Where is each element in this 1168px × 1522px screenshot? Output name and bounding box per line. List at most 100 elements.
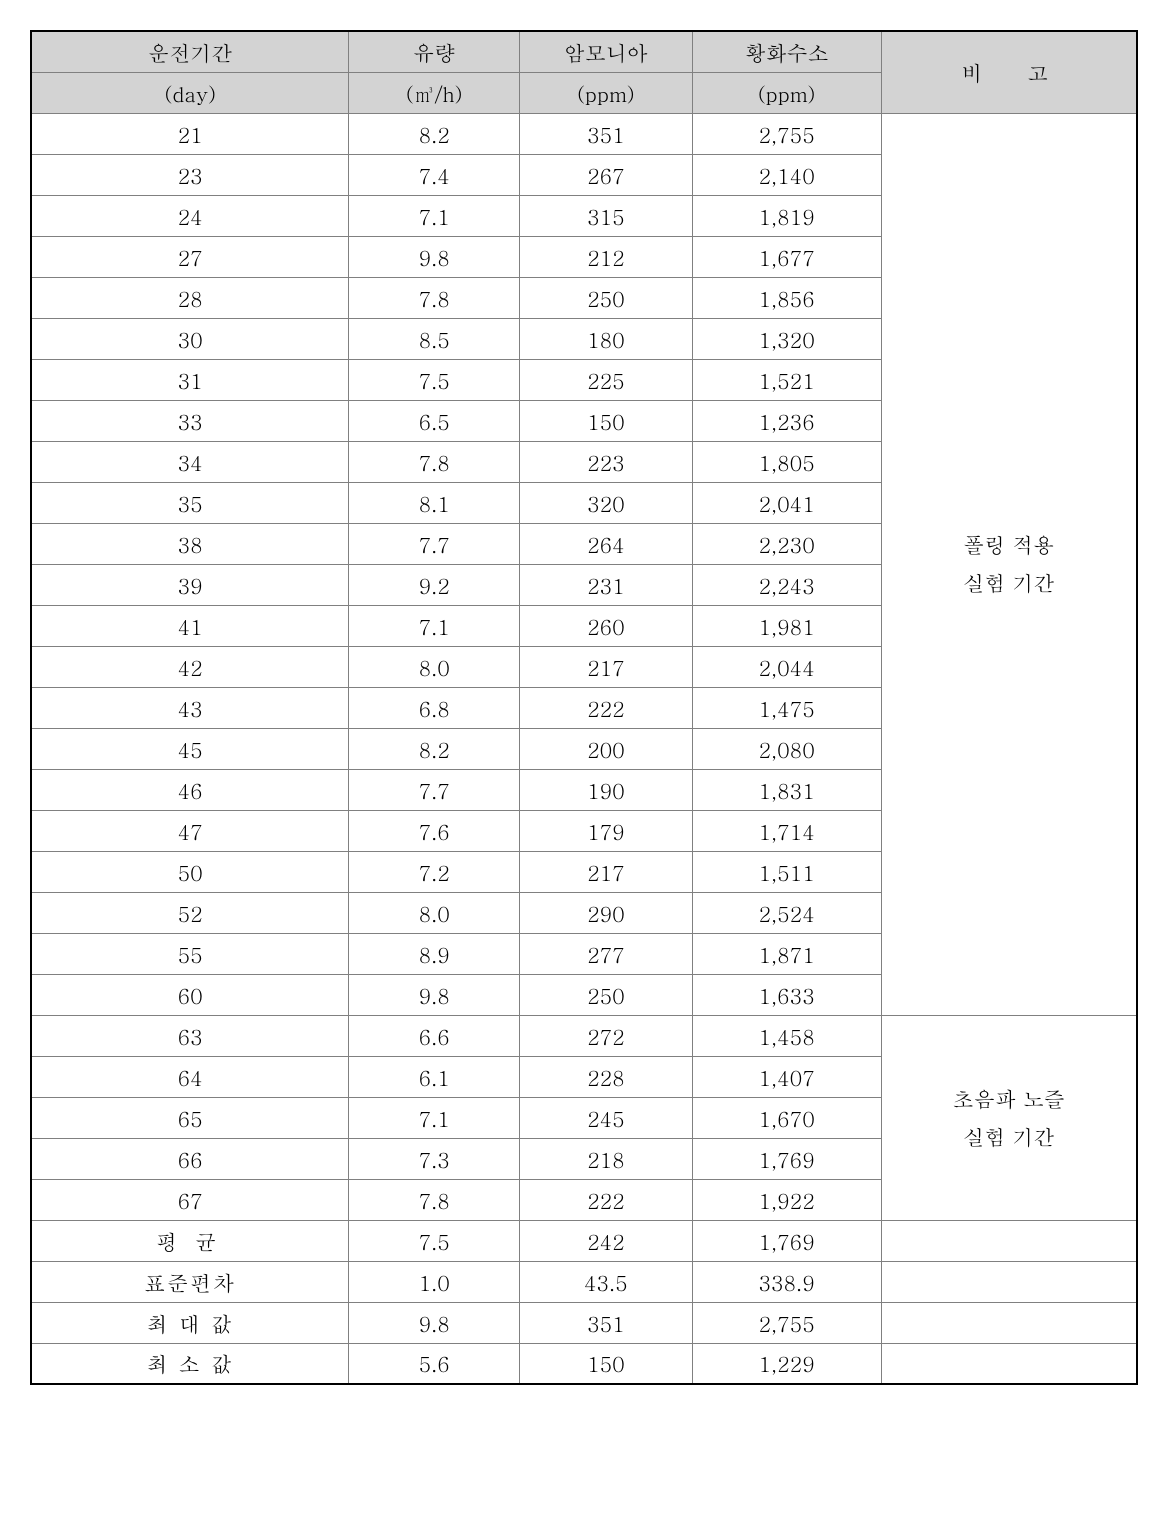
remark-line: 실험 기간 <box>890 564 1129 602</box>
cell-h2s: 2,080 <box>692 728 881 769</box>
cell-h2s: 1,407 <box>692 1056 881 1097</box>
cell-ammonia: 231 <box>519 564 692 605</box>
cell-flow: 8.0 <box>349 892 520 933</box>
cell-ammonia: 290 <box>519 892 692 933</box>
table-header: 운전기간 유량 암모니아 황화수소 비고 (day) (㎥/h) (ppm) (… <box>31 31 1137 113</box>
cell-day: 50 <box>31 851 349 892</box>
table-row: 218.23512,755폴링 적용실험 기간 <box>31 113 1137 154</box>
cell-ammonia: 250 <box>519 974 692 1015</box>
header-ammonia-unit: (ppm) <box>519 72 692 113</box>
cell-flow: 6.6 <box>349 1015 520 1056</box>
cell-flow: 8.5 <box>349 318 520 359</box>
cell-flow: 9.8 <box>349 974 520 1015</box>
cell-ammonia: 217 <box>519 646 692 687</box>
summary-h2s: 2,755 <box>692 1302 881 1343</box>
cell-flow: 6.8 <box>349 687 520 728</box>
cell-flow: 8.2 <box>349 728 520 769</box>
cell-ammonia: 245 <box>519 1097 692 1138</box>
cell-day: 67 <box>31 1179 349 1220</box>
summary-flow: 1.0 <box>349 1261 520 1302</box>
cell-remark-group1: 폴링 적용실험 기간 <box>881 113 1137 1015</box>
cell-ammonia: 351 <box>519 113 692 154</box>
cell-h2s: 1,769 <box>692 1138 881 1179</box>
cell-h2s: 1,714 <box>692 810 881 851</box>
cell-ammonia: 260 <box>519 605 692 646</box>
cell-h2s: 1,320 <box>692 318 881 359</box>
table-row: 636.62721,458초음파 노즐실험 기간 <box>31 1015 1137 1056</box>
header-period-unit: (day) <box>31 72 349 113</box>
cell-ammonia: 267 <box>519 154 692 195</box>
summary-h2s: 1,769 <box>692 1220 881 1261</box>
header-period: 운전기간 <box>31 31 349 72</box>
cell-flow: 6.1 <box>349 1056 520 1097</box>
cell-flow: 8.0 <box>349 646 520 687</box>
cell-remark-group2: 초음파 노즐실험 기간 <box>881 1015 1137 1220</box>
cell-h2s: 1,805 <box>692 441 881 482</box>
cell-flow: 8.1 <box>349 482 520 523</box>
cell-flow: 8.9 <box>349 933 520 974</box>
summary-h2s: 338.9 <box>692 1261 881 1302</box>
cell-day: 65 <box>31 1097 349 1138</box>
cell-ammonia: 190 <box>519 769 692 810</box>
summary-label: 평균 <box>31 1220 349 1261</box>
cell-h2s: 1,856 <box>692 277 881 318</box>
cell-ammonia: 228 <box>519 1056 692 1097</box>
cell-h2s: 1,458 <box>692 1015 881 1056</box>
cell-day: 33 <box>31 400 349 441</box>
cell-h2s: 2,140 <box>692 154 881 195</box>
cell-ammonia: 225 <box>519 359 692 400</box>
summary-ammonia: 150 <box>519 1343 692 1384</box>
cell-flow: 7.4 <box>349 154 520 195</box>
header-h2s: 황화수소 <box>692 31 881 72</box>
cell-flow: 7.8 <box>349 441 520 482</box>
cell-h2s: 1,819 <box>692 195 881 236</box>
summary-label: 표준편차 <box>31 1261 349 1302</box>
header-flow: 유량 <box>349 31 520 72</box>
cell-ammonia: 315 <box>519 195 692 236</box>
cell-flow: 8.2 <box>349 113 520 154</box>
remark-line: 실험 기간 <box>890 1118 1129 1156</box>
cell-day: 66 <box>31 1138 349 1179</box>
summary-row: 표준편차1.043.5338.9 <box>31 1261 1137 1302</box>
cell-day: 42 <box>31 646 349 687</box>
cell-day: 35 <box>31 482 349 523</box>
cell-h2s: 1,670 <box>692 1097 881 1138</box>
cell-ammonia: 217 <box>519 851 692 892</box>
cell-ammonia: 179 <box>519 810 692 851</box>
summary-ammonia: 43.5 <box>519 1261 692 1302</box>
header-flow-unit: (㎥/h) <box>349 72 520 113</box>
cell-flow: 7.1 <box>349 195 520 236</box>
cell-h2s: 1,677 <box>692 236 881 277</box>
cell-day: 47 <box>31 810 349 851</box>
cell-h2s: 2,230 <box>692 523 881 564</box>
cell-day: 52 <box>31 892 349 933</box>
cell-h2s: 1,871 <box>692 933 881 974</box>
cell-day: 41 <box>31 605 349 646</box>
cell-day: 24 <box>31 195 349 236</box>
summary-row: 최 소 값5.61501,229 <box>31 1343 1137 1384</box>
cell-day: 34 <box>31 441 349 482</box>
table-container: 운전기간 유량 암모니아 황화수소 비고 (day) (㎥/h) (ppm) (… <box>30 30 1138 1385</box>
cell-day: 63 <box>31 1015 349 1056</box>
summary-ammonia: 242 <box>519 1220 692 1261</box>
cell-ammonia: 264 <box>519 523 692 564</box>
cell-h2s: 1,981 <box>692 605 881 646</box>
remark-line: 폴링 적용 <box>890 526 1129 564</box>
cell-flow: 7.1 <box>349 605 520 646</box>
cell-ammonia: 218 <box>519 1138 692 1179</box>
cell-flow: 9.8 <box>349 236 520 277</box>
cell-h2s: 1,511 <box>692 851 881 892</box>
summary-remark <box>881 1343 1137 1384</box>
summary-h2s: 1,229 <box>692 1343 881 1384</box>
cell-h2s: 2,243 <box>692 564 881 605</box>
cell-h2s: 1,831 <box>692 769 881 810</box>
cell-day: 23 <box>31 154 349 195</box>
cell-ammonia: 222 <box>519 687 692 728</box>
remark-line: 초음파 노즐 <box>890 1080 1129 1118</box>
cell-day: 30 <box>31 318 349 359</box>
cell-day: 55 <box>31 933 349 974</box>
header-h2s-unit: (ppm) <box>692 72 881 113</box>
cell-ammonia: 212 <box>519 236 692 277</box>
header-remark: 비고 <box>881 31 1137 113</box>
summary-row: 평균7.52421,769 <box>31 1220 1137 1261</box>
